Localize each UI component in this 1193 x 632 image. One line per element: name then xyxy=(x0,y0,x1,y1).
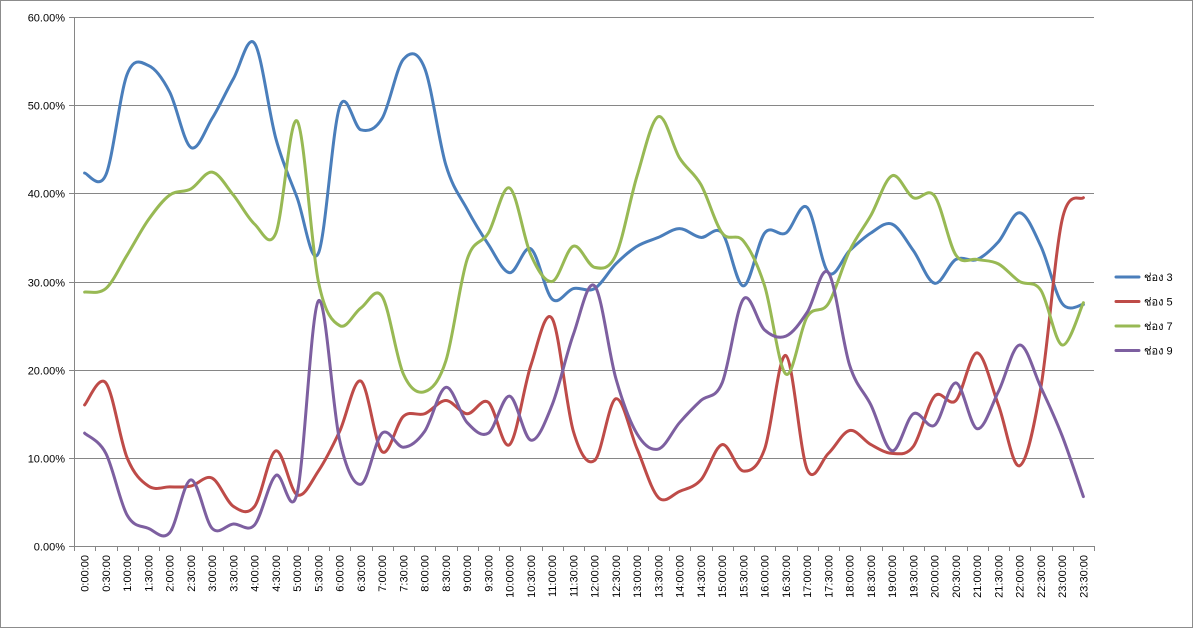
x-tick-label: 1:30:00 xyxy=(143,555,155,592)
x-tick-label: 14:30:00 xyxy=(696,555,708,598)
x-tick-label: 19:00:00 xyxy=(887,555,899,598)
x-tick-label: 23:00:00 xyxy=(1057,555,1069,598)
x-tick-label: 0:30:00 xyxy=(101,555,113,592)
x-tick-label: 3:30:00 xyxy=(228,555,240,592)
gridlines xyxy=(74,17,1094,459)
x-tick-label: 6:00:00 xyxy=(335,555,347,592)
x-tick-label: 9:00:00 xyxy=(462,555,474,592)
x-tick-label: 8:00:00 xyxy=(420,555,432,592)
y-tick-label: 0.00% xyxy=(34,542,65,554)
x-tick-label: 7:30:00 xyxy=(398,555,410,592)
x-tick-label: 0:00:00 xyxy=(80,555,92,592)
x-tick-label: 20:30:00 xyxy=(951,555,963,598)
x-tick-label: 13:30:00 xyxy=(653,555,665,598)
x-tick-label: 12:30:00 xyxy=(611,555,623,598)
x-tick-label: 11:00:00 xyxy=(547,555,559,597)
x-tick-label: 15:00:00 xyxy=(717,555,729,598)
x-tick-label: 23:30:00 xyxy=(1078,555,1090,598)
x-tick-label: 11:30:00 xyxy=(568,555,580,597)
x-tick-label: 21:30:00 xyxy=(993,555,1005,598)
x-tick-label: 17:30:00 xyxy=(823,555,835,598)
series-line-3 xyxy=(83,115,1085,394)
x-tick-label: 4:30:00 xyxy=(271,555,283,592)
y-tick-label: 20.00% xyxy=(28,366,66,378)
x-tick-label: 10:00:00 xyxy=(505,555,517,598)
x-tick-label: 16:00:00 xyxy=(760,555,772,598)
x-tick-label: 17:00:00 xyxy=(802,555,814,598)
x-tick-label: 4:00:00 xyxy=(250,555,262,592)
x-tick-label: 6:30:00 xyxy=(356,555,368,592)
x-tick-label: 16:30:00 xyxy=(781,555,793,598)
legend-label: ช่อง 7 xyxy=(1144,321,1173,333)
y-tick-label: 30.00% xyxy=(28,278,66,290)
x-tick-label: 18:00:00 xyxy=(845,555,857,598)
x-tick-label: 5:30:00 xyxy=(313,555,325,592)
x-tick-label: 3:00:00 xyxy=(207,555,219,592)
axes: 0.00% 10.00% 20.00% 30.00% 40.00% 50.00% 60.00… xyxy=(28,13,1095,598)
y-tick-label: 50.00% xyxy=(28,101,66,113)
x-tick-label: 21:00:00 xyxy=(972,555,984,598)
x-tick-label: 13:00:00 xyxy=(632,555,644,598)
y-tick-label: 60.00% xyxy=(28,13,66,25)
series-line-4 xyxy=(83,269,1085,538)
y-tick-label: 40.00% xyxy=(28,189,66,201)
legend: ช่อง 3 ช่อง 5 ช่อง 7 ช่อง 9 xyxy=(1114,272,1173,358)
x-tick-label: 2:30:00 xyxy=(186,555,198,592)
x-tick-label: 19:30:00 xyxy=(908,555,920,598)
x-tick-label: 8:30:00 xyxy=(441,555,453,592)
series-line-2 xyxy=(83,196,1085,514)
x-tick-label: 12:00:00 xyxy=(590,555,602,598)
x-tick-label: 22:00:00 xyxy=(1015,555,1027,598)
series-lines xyxy=(83,40,1085,538)
y-tick-label: 10.00% xyxy=(28,454,66,466)
x-tick-label: 5:00:00 xyxy=(292,555,304,592)
x-tick-label: 1:00:00 xyxy=(122,555,134,592)
legend-label: ช่อง 5 xyxy=(1144,297,1173,309)
legend-label: ช่อง 9 xyxy=(1144,346,1173,358)
x-tick-label: 10:30:00 xyxy=(526,555,538,598)
x-tick-label: 7:00:00 xyxy=(377,555,389,592)
x-tick-label: 15:30:00 xyxy=(738,555,750,598)
x-tick-label: 2:00:00 xyxy=(165,555,177,592)
x-tick-label: 20:00:00 xyxy=(930,555,942,598)
series-line-1 xyxy=(83,40,1085,310)
x-tick-label: 22:30:00 xyxy=(1036,555,1048,598)
x-tick-label: 14:00:00 xyxy=(675,555,687,598)
x-tick-label: 18:30:00 xyxy=(866,555,878,598)
legend-label: ช่อง 3 xyxy=(1144,272,1173,284)
x-tick-label: 9:30:00 xyxy=(483,555,495,592)
